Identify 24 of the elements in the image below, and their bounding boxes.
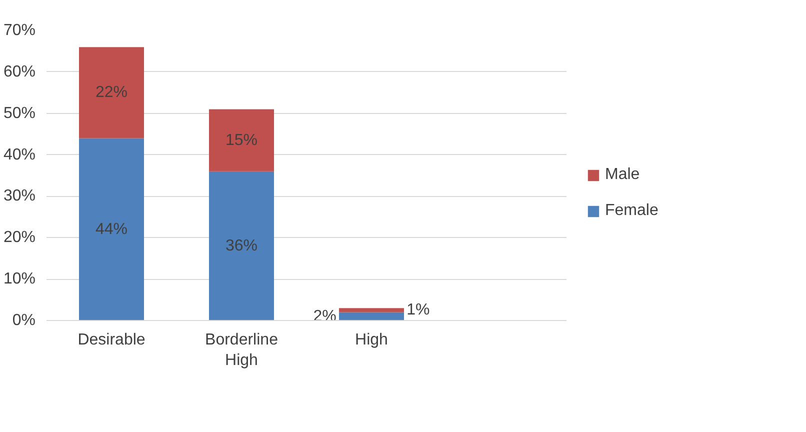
bar [339, 308, 404, 312]
data-label: 22% [95, 84, 128, 102]
y-tick-label: 10% [3, 270, 36, 288]
y-tick-label: 20% [3, 229, 36, 246]
data-label: 15% [225, 132, 258, 149]
legend-label: Male [605, 166, 640, 184]
y-tick-label: 50% [3, 104, 36, 122]
data-label: 1% [406, 302, 430, 319]
y-tick-label: 30% [3, 188, 36, 205]
y-tick-label: 40% [3, 146, 36, 164]
bar [79, 47, 144, 138]
data-label: 36% [225, 237, 258, 254]
y-tick-label: 60% [3, 63, 36, 80]
y-tick-label: 70% [3, 22, 36, 39]
y-tick-label: 0% [12, 312, 36, 329]
x-tick-label: High [355, 332, 388, 348]
bar [79, 138, 144, 320]
data-label: 44% [95, 220, 128, 238]
x-tick-label: Borderline High [205, 332, 278, 369]
bar [339, 312, 404, 320]
legend-label: Female [605, 202, 658, 220]
bar [209, 171, 274, 320]
bar [209, 109, 274, 172]
x-tick-label: Desirable [78, 332, 146, 348]
